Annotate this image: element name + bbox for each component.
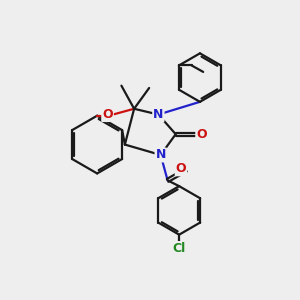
Text: N: N: [153, 108, 164, 121]
Text: O: O: [176, 162, 186, 175]
Text: N: N: [155, 148, 166, 161]
Text: O: O: [196, 128, 207, 141]
Text: Cl: Cl: [172, 242, 186, 255]
Text: O: O: [102, 108, 113, 121]
